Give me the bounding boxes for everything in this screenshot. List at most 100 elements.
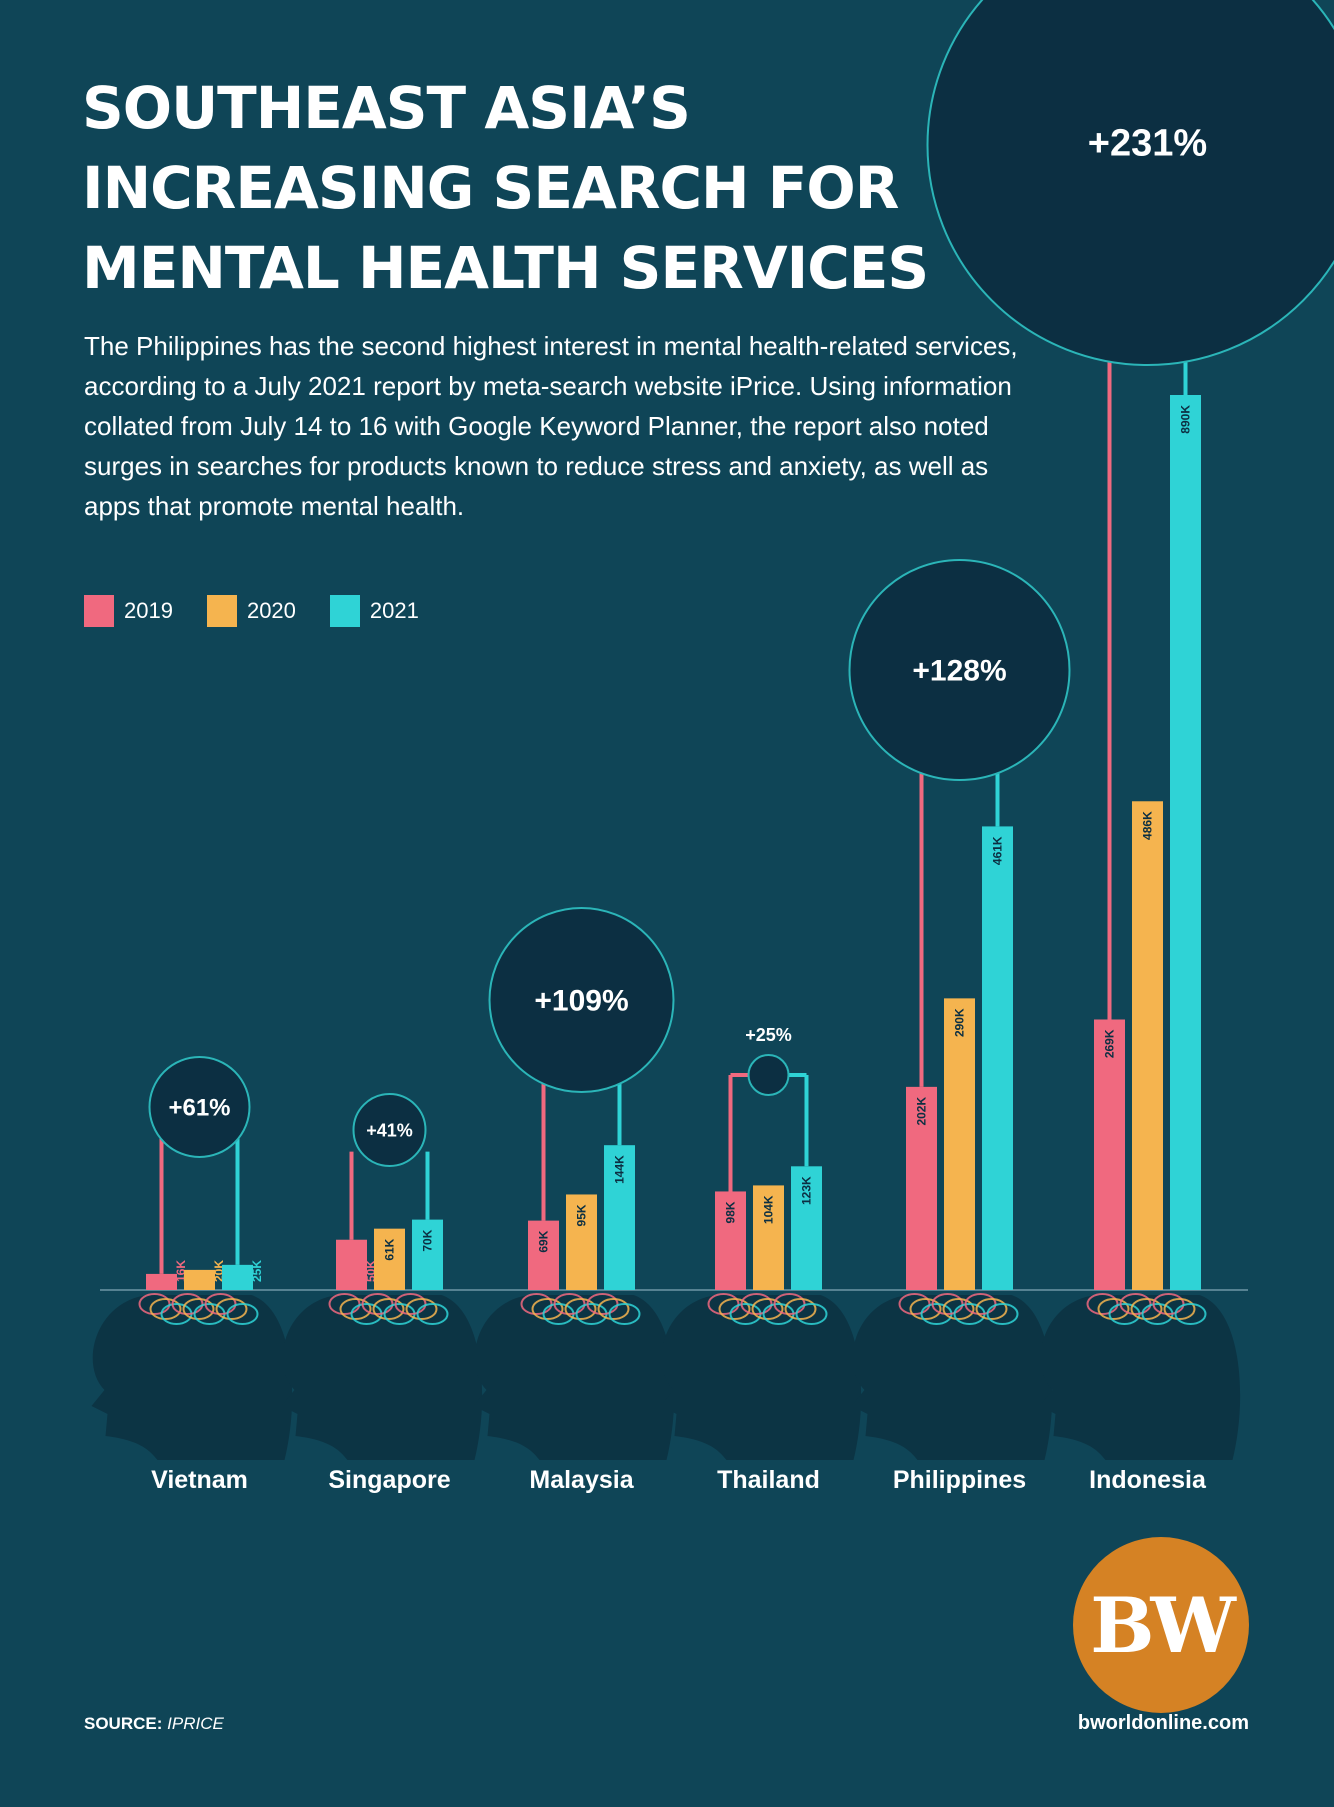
bar-2021-philippines	[982, 826, 1013, 1290]
data-label-2019-malaysia: 69K	[537, 1230, 551, 1252]
bar-2020-philippines	[944, 998, 975, 1290]
brain-scribble-icon	[149, 1298, 182, 1320]
brain-scribble-icon	[898, 1293, 931, 1315]
growth-label-malaysia: +109%	[534, 985, 628, 1018]
brain-scribble-icon	[328, 1293, 361, 1315]
brain-scribble-icon	[986, 1303, 1019, 1325]
bar-2020-vietnam	[184, 1269, 215, 1290]
bar-2020-thailand	[753, 1185, 784, 1290]
brain-scribble-icon	[520, 1293, 553, 1315]
chart-legend: 2019 2020 2021	[84, 595, 419, 627]
brain-scribble-icon	[773, 1293, 806, 1315]
data-label-2021-vietnam: 25K	[250, 1260, 264, 1282]
brain-scribble-icon	[171, 1293, 204, 1315]
legend-label-2021: 2021	[369, 598, 419, 623]
brain-scribble-icon	[707, 1293, 740, 1315]
source-note: SOURCE: IPRICE	[84, 1714, 224, 1734]
brain-scribble-icon	[138, 1293, 171, 1315]
head-silhouette-icon	[1039, 1295, 1241, 1460]
brain-scribble-icon	[608, 1303, 641, 1325]
data-label-2021-singapore: 70K	[421, 1229, 435, 1251]
brain-scribble-icon	[182, 1298, 215, 1320]
legend-swatch-2020	[206, 595, 237, 627]
head-silhouette-icon	[660, 1295, 862, 1460]
page-subtitle: The Philippines has the second highest i…	[84, 331, 1018, 521]
data-label-2020-indonesia: 486K	[1141, 811, 1155, 840]
brain-scribble-icon	[1097, 1298, 1130, 1320]
bw-logo: BW	[1073, 1537, 1249, 1713]
data-label-2021-malaysia: 144K	[613, 1155, 627, 1184]
bar-2019-philippines	[906, 1086, 937, 1290]
head-silhouette-icon	[91, 1295, 293, 1460]
bar-2021-vietnam	[222, 1264, 253, 1290]
brain-scribble-icon	[405, 1298, 438, 1320]
bar-2019-indonesia	[1094, 1019, 1125, 1290]
category-label-vietnam: Vietnam	[151, 1466, 248, 1494]
brain-scribble-icon	[909, 1298, 942, 1320]
data-label-2019-thailand: 98K	[724, 1201, 738, 1223]
brain-scribble-icon	[586, 1293, 619, 1315]
brain-scribble-icon	[339, 1298, 372, 1320]
page-title: SOUTHEAST ASIA’S INCREASING SEARCH FOR M…	[82, 74, 929, 302]
source-value: IPRICE	[167, 1714, 224, 1733]
brain-scribble-icon	[226, 1303, 259, 1325]
category-label-singapore: Singapore	[328, 1466, 450, 1494]
growth-label-thailand: +25%	[745, 1025, 792, 1045]
category-label-thailand: Thailand	[717, 1466, 820, 1494]
data-label-2021-indonesia: 890K	[1179, 405, 1193, 434]
brain-scribble-icon	[751, 1298, 784, 1320]
legend-label-2020: 2020	[246, 598, 296, 623]
bar-2021-thailand	[791, 1166, 822, 1290]
legend-swatch-2021	[329, 595, 360, 627]
bar-2020-indonesia	[1132, 801, 1163, 1290]
brain-scribble-icon	[564, 1298, 597, 1320]
brain-scribble-icon	[964, 1293, 997, 1315]
legend-item-2019: 2019	[84, 595, 173, 627]
source-label: SOURCE:	[84, 1714, 163, 1733]
data-label-2020-philippines: 290K	[953, 1008, 967, 1037]
website-link[interactable]: bworldonline.com	[1077, 1712, 1249, 1734]
brain-scribble-icon	[975, 1298, 1008, 1320]
data-label-2021-thailand: 123K	[800, 1176, 814, 1205]
brain-scribble-icon	[942, 1298, 975, 1320]
growth-bubble	[848, 559, 1071, 781]
legend-item-2021: 2021	[329, 595, 419, 627]
brain-scribble-icon	[1174, 1303, 1207, 1325]
legend-label-2019: 2019	[124, 598, 173, 623]
brain-scribble-icon	[1119, 1293, 1152, 1315]
brain-scribble-icon	[1130, 1298, 1163, 1320]
bar-2019-malaysia	[528, 1220, 559, 1290]
brain-scribble-icon	[718, 1298, 751, 1320]
brain-scribble-icon	[372, 1298, 405, 1320]
bar-2020-singapore	[374, 1228, 405, 1290]
brain-scribble-icon	[204, 1293, 237, 1315]
legend-swatch-2019	[84, 595, 114, 627]
head-silhouette-icon	[473, 1295, 675, 1460]
legend-item-2020: 2020	[206, 595, 296, 627]
growth-bubble	[148, 1056, 251, 1158]
brain-scribble-icon	[784, 1298, 817, 1320]
growth-label-philippines: +128%	[912, 655, 1006, 688]
brain-scribble-icon	[531, 1298, 564, 1320]
growth-bubble	[747, 1054, 790, 1096]
bar-2021-singapore	[412, 1219, 443, 1290]
brain-scribble-icon	[215, 1298, 248, 1320]
brain-scribble-icon	[795, 1303, 828, 1325]
brain-scribble-icon	[597, 1298, 630, 1320]
bar-2020-malaysia	[566, 1194, 597, 1290]
category-label-indonesia: Indonesia	[1089, 1466, 1207, 1494]
category-label-philippines: Philippines	[893, 1466, 1026, 1494]
growth-label-vietnam: +61%	[168, 1094, 230, 1121]
brain-scribble-icon	[394, 1293, 427, 1315]
brain-scribble-icon	[1163, 1298, 1196, 1320]
brain-scribble-icon	[361, 1293, 394, 1315]
brain-scribble-icon	[1086, 1293, 1119, 1315]
growth-bubble	[352, 1093, 427, 1167]
brain-scribble-icon	[553, 1293, 586, 1315]
bar-2021-indonesia	[1170, 395, 1201, 1290]
data-label-2020-thailand: 104K	[762, 1195, 776, 1224]
data-label-2021-philippines: 461K	[991, 836, 1005, 865]
head-silhouette-icon	[281, 1295, 483, 1460]
bar-2019-thailand	[715, 1191, 746, 1290]
